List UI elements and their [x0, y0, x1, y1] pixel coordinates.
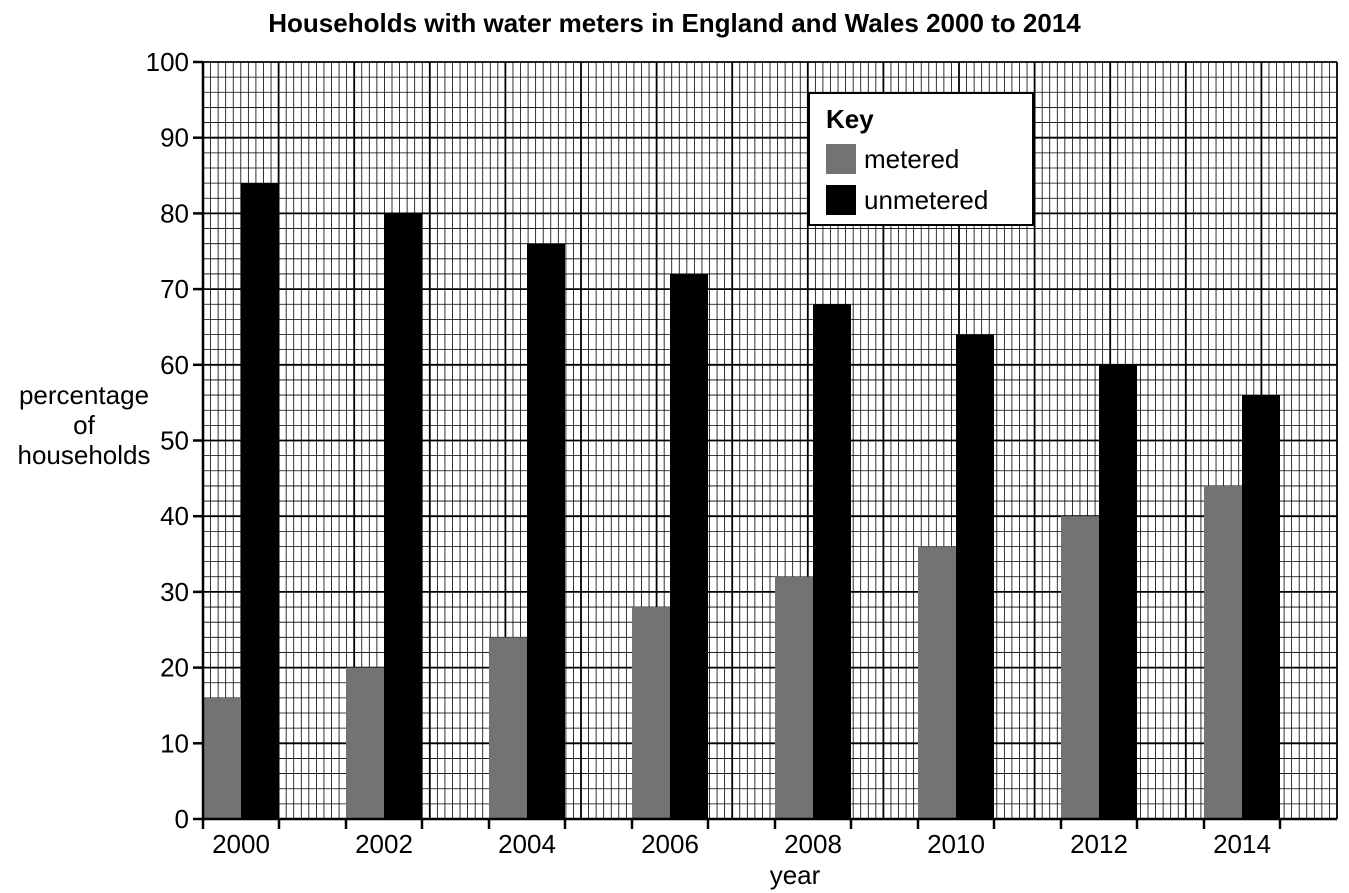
chart-title: Households with water meters in England …	[268, 8, 1081, 38]
bar-metered-2000	[203, 697, 241, 819]
x-tick-label: 2014	[1213, 829, 1271, 859]
legend-item-unmetered: unmetered	[826, 183, 988, 217]
x-tick-label: 2000	[212, 829, 270, 859]
y-axis-label-line: households	[17, 440, 151, 470]
x-axis-label: year	[769, 860, 821, 890]
x-tick-label: 2008	[784, 829, 842, 859]
y-tick-label: 40	[160, 501, 189, 531]
legend-item-metered: metered	[826, 142, 959, 176]
y-tick-label: 0	[175, 804, 189, 834]
y-tick-label: 10	[160, 728, 189, 758]
y-tick-label: 30	[160, 577, 189, 607]
bar-metered-2006	[632, 607, 670, 819]
x-tick-labels: 2000 2002 2004 2006 2008 2010 2012 2014	[201, 819, 1282, 859]
x-tick-label: 2010	[927, 829, 985, 859]
legend-title: Key	[826, 104, 874, 134]
bar-unmetered-2014	[1242, 395, 1280, 819]
bar-metered-2014	[1204, 485, 1242, 819]
bar-metered-2008	[775, 576, 813, 819]
bar-unmetered-2006	[670, 273, 708, 820]
x-tick-label: 2004	[498, 829, 556, 859]
legend-label: unmetered	[864, 184, 989, 215]
y-tick-label: 80	[160, 198, 189, 228]
legend-swatch-unmetered	[826, 185, 856, 215]
legend: Key metered unmetered	[808, 92, 1034, 226]
y-tick-label: 70	[160, 274, 189, 304]
bar-metered-2004	[489, 637, 527, 819]
y-axis-label: percentage of households	[4, 380, 164, 470]
y-tick-label: 50	[160, 426, 189, 456]
y-axis-label-line: percentage	[18, 380, 150, 410]
y-tick-label: 100	[146, 47, 189, 77]
x-tick-label: 2012	[1070, 829, 1128, 859]
bar-unmetered-2008	[813, 304, 851, 819]
x-tick-label: 2006	[641, 829, 699, 859]
x-tick-label: 2002	[355, 829, 413, 859]
bar-unmetered-2010	[956, 334, 994, 819]
legend-swatch-metered	[826, 144, 856, 174]
bar-unmetered-2002	[384, 213, 422, 819]
bar-unmetered-2000	[241, 183, 279, 819]
bar-unmetered-2004	[527, 243, 565, 819]
bar-unmetered-2012	[1099, 364, 1137, 819]
bars	[203, 183, 1280, 820]
bar-metered-2010	[918, 546, 956, 819]
y-tick-label: 20	[160, 653, 189, 683]
bar-metered-2002	[346, 667, 384, 819]
y-axis-label-line: of	[73, 410, 95, 440]
y-tick-labels: 0 10 20 30 40 50 60 70 80 90 100	[146, 47, 203, 834]
legend-label: metered	[864, 143, 960, 174]
bar-metered-2012	[1061, 516, 1099, 819]
y-tick-label: 60	[160, 350, 189, 380]
y-tick-label: 90	[160, 123, 189, 153]
